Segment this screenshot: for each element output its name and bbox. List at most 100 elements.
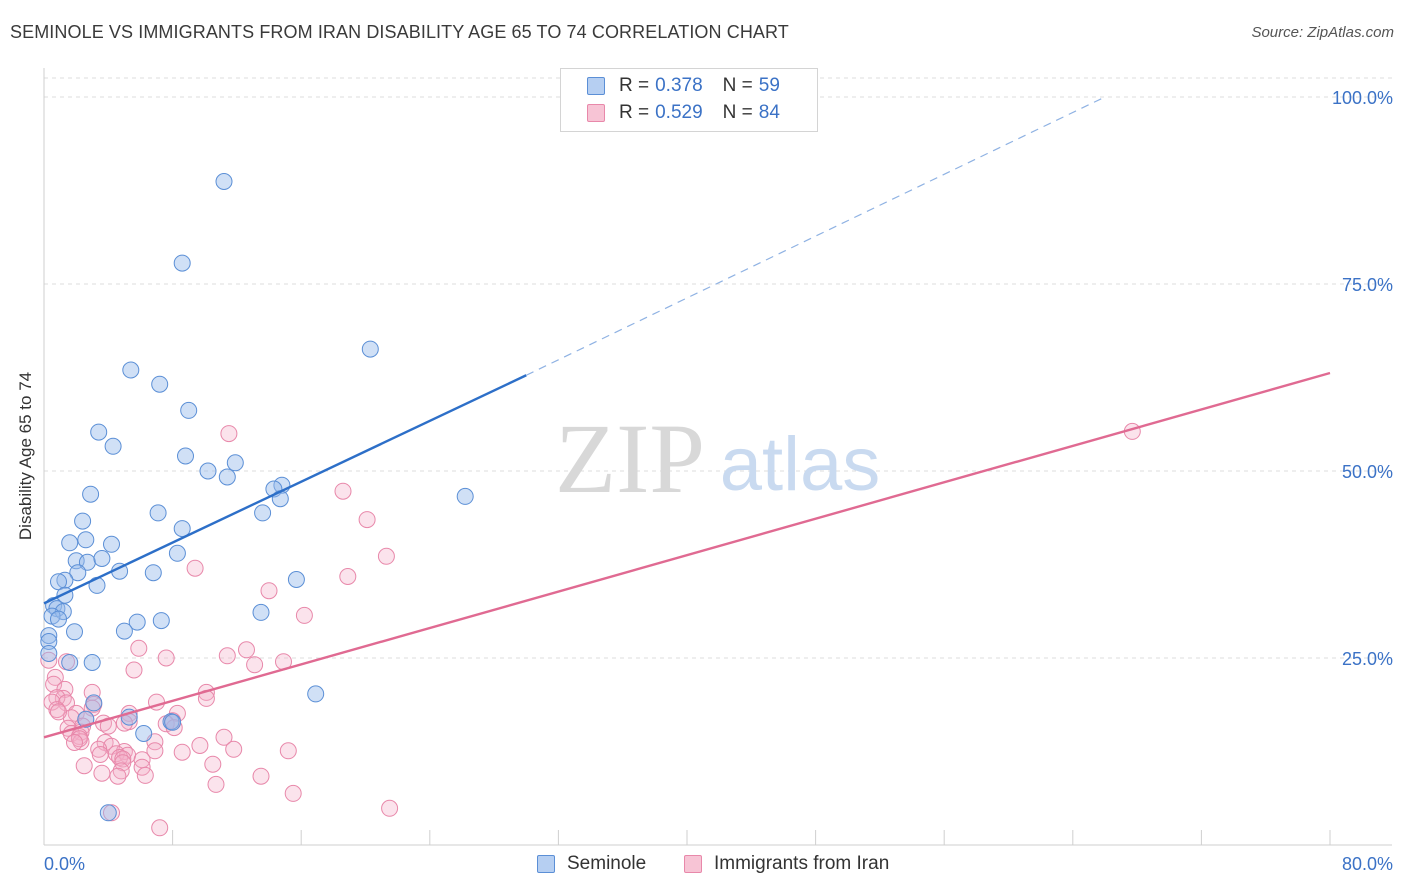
y-tick-label: 100.0% (1332, 88, 1393, 108)
chart-title: SEMINOLE VS IMMIGRANTS FROM IRAN DISABIL… (10, 22, 789, 42)
iran-point (151, 819, 169, 837)
iran-point (125, 661, 143, 679)
iran-point (48, 689, 66, 707)
seminole-point (61, 654, 79, 671)
iran-point (358, 511, 376, 529)
seminole-point (77, 531, 95, 549)
seminole-point (135, 725, 153, 742)
seminole-point (50, 610, 67, 628)
iran-point (220, 425, 238, 443)
iran-point (40, 651, 58, 669)
seminole-point (83, 654, 101, 671)
iran-point (295, 606, 313, 624)
seminole-point (151, 375, 169, 393)
iran-point (339, 568, 357, 585)
seminole-n-value: 59 (758, 75, 780, 96)
seminole-point (128, 613, 146, 631)
iran-point (377, 547, 395, 565)
iran-point (66, 734, 83, 751)
seminole-point (99, 804, 117, 822)
iran-point (130, 639, 148, 657)
seminole-legend-swatch (537, 855, 555, 873)
bottom-legend-seminole[interactable]: Seminole (537, 852, 646, 876)
iran-point (260, 582, 278, 600)
iran-trend-line (43, 371, 1331, 739)
r-label: R = (619, 75, 650, 96)
n-label: N = (722, 75, 753, 96)
seminole-point (287, 571, 305, 588)
seminole-point (69, 564, 87, 582)
iran-point (72, 733, 90, 751)
seminole-r-value: 0.378 (655, 75, 703, 96)
seminole-point (173, 520, 191, 538)
trend-lines (43, 96, 1331, 739)
y-tick-label: 25.0% (1342, 649, 1393, 669)
y-tick-label: 75.0% (1342, 275, 1393, 295)
x-tick-label: 0.0% (44, 854, 85, 874)
seminole-point (93, 550, 111, 567)
iran-point (204, 755, 222, 773)
seminole-point (226, 454, 244, 472)
watermark: ZIP atlas (555, 403, 880, 514)
seminole-point (361, 340, 379, 358)
seminole-point (173, 254, 191, 272)
iran-point (157, 649, 175, 667)
iran-point (218, 647, 236, 665)
iran-point (45, 675, 63, 693)
iran-point (284, 784, 302, 802)
seminole-trend-extension (525, 96, 1106, 376)
iran-point (75, 757, 93, 775)
seminole-point (215, 173, 233, 190)
seminole-swatch (587, 77, 605, 95)
seminole-point (144, 564, 162, 582)
seminole-point (254, 504, 272, 522)
n-label: N = (722, 102, 753, 123)
axes (43, 68, 1392, 846)
iran-r-value: 0.529 (655, 102, 703, 123)
r-label: R = (619, 102, 650, 123)
seminole-point (122, 361, 140, 379)
seminole-trend-line (43, 374, 527, 605)
iran-point (215, 728, 233, 746)
iran-point (146, 742, 164, 760)
x-tick-label: 80.0% (1342, 854, 1393, 874)
iran-point (186, 559, 204, 577)
seminole-point (456, 487, 474, 505)
iran-point (279, 742, 297, 760)
seminole-point (103, 535, 120, 553)
gridlines (44, 77, 1392, 659)
seminole-point (180, 401, 198, 419)
watermark-zip: ZIP (555, 403, 705, 514)
bottom-legend-iran[interactable]: Immigrants from Iran (684, 852, 889, 876)
seminole-point (82, 485, 100, 503)
seminole-point (162, 713, 180, 731)
iran-point (238, 641, 255, 659)
seminole-point (85, 694, 103, 712)
seminole-point (149, 504, 167, 522)
iran-point (109, 767, 127, 785)
seminole-point (40, 627, 58, 645)
iran-point (50, 703, 67, 721)
seminole-point (218, 468, 236, 486)
seminole-point (307, 685, 325, 703)
seminole-point (90, 423, 108, 441)
source-label: Source: ZipAtlas.com (1251, 24, 1394, 41)
iran-point (252, 767, 270, 785)
seminole-point (164, 713, 182, 731)
seminole-point (56, 571, 74, 589)
iran-point (334, 482, 352, 500)
seminole-point (252, 603, 270, 621)
iran-point (112, 762, 130, 780)
seminole-point (66, 623, 83, 641)
iran-point (246, 656, 264, 674)
iran-point (225, 740, 243, 758)
seminole-point (199, 462, 217, 480)
watermark-atlas: atlas (720, 422, 881, 507)
legend-row-seminole: R = 0.378 N = 59 (587, 74, 780, 98)
seminole-point (74, 512, 92, 530)
tick-labels: 25.0% 50.0% 75.0% 100.0% 0.0% 80.0% (44, 88, 1393, 874)
seminole-point (40, 645, 58, 662)
seminole-point (152, 612, 170, 630)
y-axis-label: Disability Age 65 to 74 (16, 371, 35, 541)
